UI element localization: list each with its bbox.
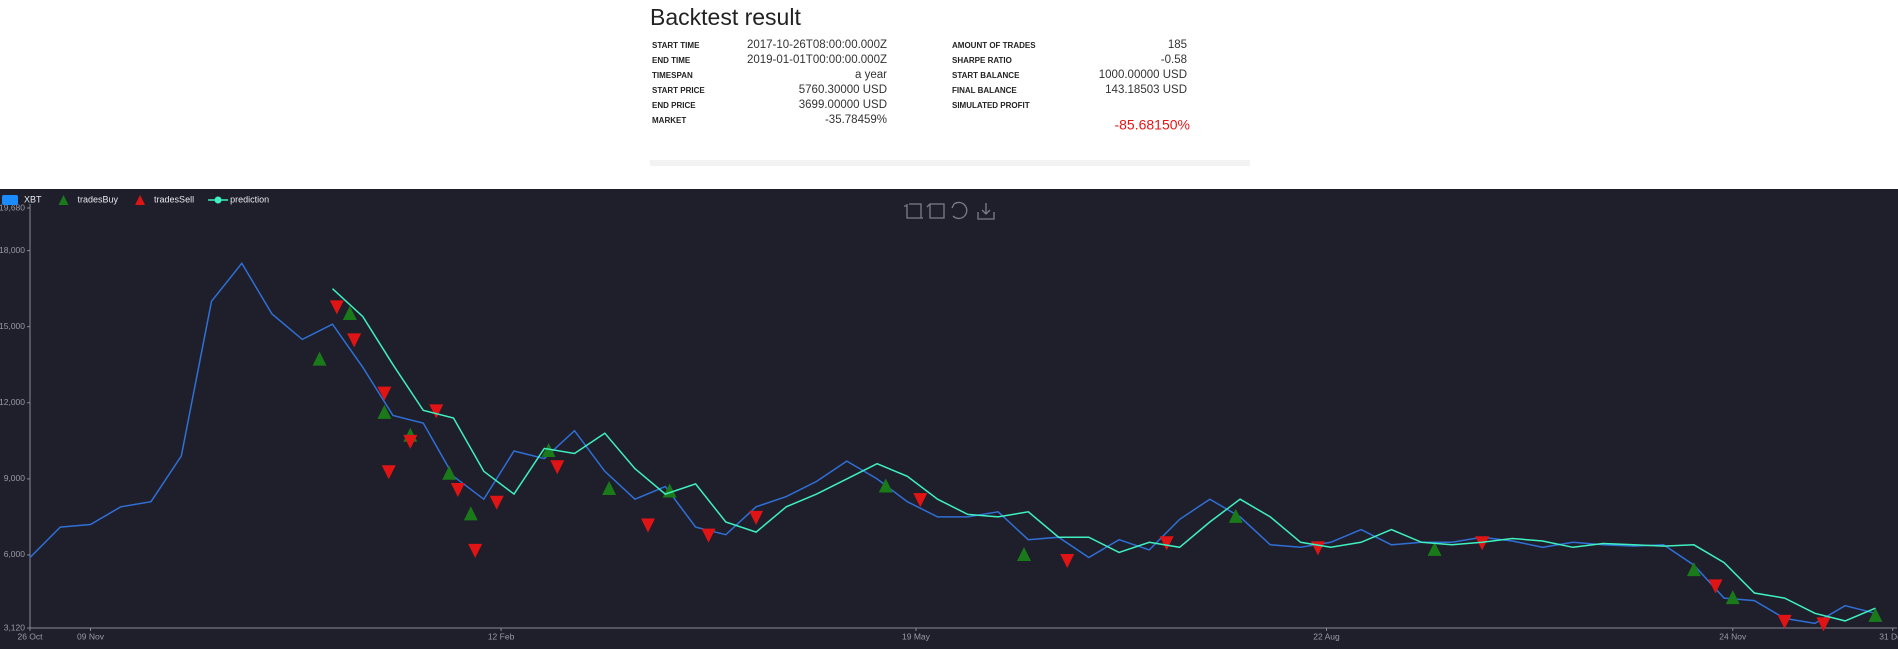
- trade-marker: [541, 442, 556, 457]
- trade-marker: [377, 386, 392, 401]
- stat-value: 2019-01-01T00:00:00.000Z: [747, 54, 887, 66]
- series-line: [331, 288, 1876, 622]
- stat-value: 5760.30000 USD: [799, 84, 887, 96]
- y-tick-label: 9,000: [4, 473, 26, 483]
- x-tick-label: 12 Feb: [488, 631, 515, 641]
- y-tick-label: 19,680: [0, 202, 25, 212]
- trade-marker: [913, 493, 928, 508]
- trade-marker: [1868, 607, 1883, 622]
- trade-marker: [377, 404, 392, 419]
- trade-marker: [468, 543, 483, 558]
- stat-value: 1000.00000 USD: [1099, 69, 1187, 81]
- trade-marker: [403, 434, 418, 449]
- profit-value: -85.68150%: [1114, 117, 1190, 133]
- trade-marker: [1686, 562, 1701, 577]
- trade-marker: [381, 465, 396, 480]
- trade-marker: [641, 518, 656, 533]
- stat-label: AMOUNT OF TRADES: [952, 41, 1036, 50]
- stat-label: END PRICE: [652, 101, 696, 110]
- x-tick-label: 19 May: [902, 631, 931, 641]
- y-tick-label: 6,000: [4, 549, 26, 559]
- y-tick-label: 18,000: [0, 245, 25, 255]
- y-tick-label: 15,000: [0, 321, 25, 331]
- stat-label: TIMESPAN: [652, 71, 693, 80]
- trade-marker: [602, 481, 617, 496]
- stat-label: FINAL BALANCE: [952, 86, 1017, 95]
- legend-swatch: [2, 195, 18, 205]
- trade-marker: [342, 306, 357, 321]
- stat-label: START PRICE: [652, 86, 705, 95]
- trade-marker: [878, 478, 893, 493]
- x-tick-label: 09 Nov: [77, 631, 105, 641]
- stat-label: SHARPE RATIO: [952, 56, 1012, 65]
- stat-label: MARKET: [652, 116, 686, 125]
- stat-value: -35.78459%: [825, 114, 887, 126]
- trade-marker: [347, 333, 362, 348]
- trade-marker: [1725, 590, 1740, 605]
- legend-label: XBT: [24, 194, 42, 204]
- stat-value: 143.18503 USD: [1105, 84, 1187, 96]
- legend-swatch: [214, 196, 222, 204]
- zoom-icon[interactable]: [904, 203, 923, 219]
- chart-area: [0, 189, 1898, 649]
- trade-marker: [1816, 617, 1831, 632]
- legend-swatch: [135, 195, 146, 205]
- save-icon[interactable]: [977, 203, 995, 220]
- trade-marker: [312, 351, 327, 366]
- trade-marker: [1427, 541, 1442, 556]
- trade-marker: [701, 528, 716, 543]
- stat-label: START TIME: [652, 41, 700, 50]
- legend-label: tradesBuy: [78, 194, 119, 204]
- legend-swatch: [58, 195, 69, 205]
- legend-label: tradesSell: [154, 194, 194, 204]
- zoom-reset-icon[interactable]: [926, 203, 945, 219]
- stat-value: a year: [855, 69, 887, 81]
- trade-marker: [1159, 536, 1174, 551]
- trade-marker: [1228, 508, 1243, 523]
- x-tick-label: 31 Dec: [1879, 631, 1898, 641]
- trade-marker: [450, 483, 465, 498]
- series-line: [29, 261, 1876, 625]
- stat-value: 185: [1168, 39, 1187, 51]
- page-title: Backtest result: [650, 4, 801, 30]
- trade-marker: [1017, 546, 1032, 561]
- trade-marker: [429, 404, 444, 419]
- legend-label: prediction: [230, 194, 269, 204]
- x-tick-label: 24 Nov: [1719, 631, 1747, 641]
- stat-value: 3699.00000 USD: [799, 99, 887, 111]
- stat-label: END TIME: [652, 56, 691, 65]
- trade-marker: [442, 465, 457, 480]
- y-tick-label: 3,120: [4, 622, 26, 632]
- trade-marker: [489, 495, 504, 510]
- trade-marker: [550, 460, 565, 475]
- trade-marker: [1777, 614, 1792, 629]
- trade-marker: [1475, 536, 1490, 551]
- x-tick-label: 26 Oct: [17, 631, 43, 641]
- trade-marker: [463, 506, 478, 521]
- trade-marker: [1708, 579, 1723, 594]
- stat-label: START BALANCE: [952, 71, 1020, 80]
- toolbox[interactable]: [904, 202, 995, 220]
- y-tick-label: 12,000: [0, 397, 25, 407]
- stat-value: -0.58: [1161, 54, 1187, 66]
- stat-value: 2017-10-26T08:00:00.000Z: [747, 39, 887, 51]
- stat-label: SIMULATED PROFIT: [952, 101, 1030, 110]
- trade-marker: [749, 510, 764, 525]
- x-tick-label: 22 Aug: [1313, 631, 1340, 641]
- trade-marker: [1060, 554, 1075, 569]
- divider: [650, 160, 1250, 166]
- trade-marker: [329, 300, 344, 315]
